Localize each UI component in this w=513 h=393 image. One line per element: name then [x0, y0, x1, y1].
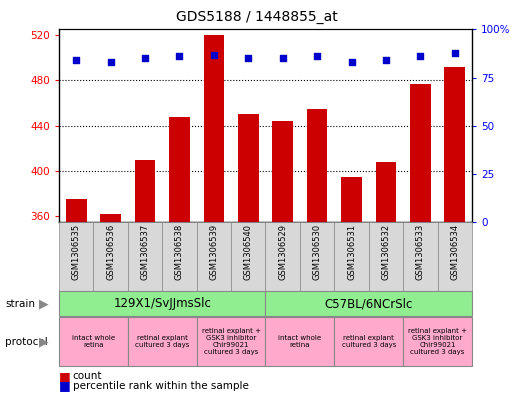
- Text: retinal explant
cultured 3 days: retinal explant cultured 3 days: [135, 335, 189, 348]
- Point: [279, 55, 287, 61]
- Bar: [410, 84, 430, 222]
- Bar: [59, 317, 128, 366]
- Bar: [59, 291, 266, 316]
- Bar: [196, 317, 266, 366]
- Text: retinal explant +
GSK3 inhibitor
Chir99021
cultured 3 days: retinal explant + GSK3 inhibitor Chir990…: [408, 328, 467, 355]
- Bar: [376, 162, 396, 222]
- Text: strain: strain: [5, 299, 35, 309]
- Bar: [169, 117, 190, 222]
- Text: percentile rank within the sample: percentile rank within the sample: [73, 381, 249, 391]
- Bar: [265, 291, 472, 316]
- Point: [450, 50, 459, 56]
- Text: GSM1306537: GSM1306537: [141, 224, 149, 280]
- Text: protocol: protocol: [5, 337, 48, 347]
- Bar: [66, 199, 87, 222]
- Bar: [341, 177, 362, 222]
- Text: ■: ■: [59, 379, 71, 393]
- Bar: [403, 317, 472, 366]
- Point: [141, 55, 149, 61]
- Bar: [334, 222, 369, 291]
- Bar: [300, 222, 334, 291]
- Text: GDS5188 / 1448855_at: GDS5188 / 1448855_at: [175, 10, 338, 24]
- Bar: [238, 114, 259, 222]
- Bar: [204, 35, 224, 222]
- Text: retinal explant +
GSK3 inhibitor
Chir99021
cultured 3 days: retinal explant + GSK3 inhibitor Chir990…: [202, 328, 261, 355]
- Bar: [128, 317, 196, 366]
- Text: 129X1/SvJJmsSlc: 129X1/SvJJmsSlc: [113, 297, 211, 310]
- Point: [313, 53, 321, 60]
- Text: GSM1306539: GSM1306539: [209, 224, 219, 280]
- Point: [347, 59, 356, 65]
- Point: [416, 53, 424, 60]
- Bar: [59, 222, 93, 291]
- Point: [72, 57, 81, 63]
- Bar: [272, 121, 293, 222]
- Text: GSM1306538: GSM1306538: [175, 224, 184, 280]
- Point: [244, 55, 252, 61]
- Bar: [403, 222, 438, 291]
- Text: GSM1306532: GSM1306532: [382, 224, 390, 280]
- Bar: [438, 222, 472, 291]
- Text: intact whole
retina: intact whole retina: [279, 335, 322, 348]
- Point: [382, 57, 390, 63]
- Text: ▶: ▶: [39, 335, 48, 348]
- Text: GSM1306529: GSM1306529: [278, 224, 287, 280]
- Bar: [231, 222, 266, 291]
- Bar: [369, 222, 403, 291]
- Bar: [135, 160, 155, 222]
- Text: C57BL/6NCrSlc: C57BL/6NCrSlc: [325, 297, 413, 310]
- Text: retinal explant
cultured 3 days: retinal explant cultured 3 days: [342, 335, 396, 348]
- Point: [210, 51, 218, 58]
- Bar: [444, 67, 465, 222]
- Bar: [100, 214, 121, 222]
- Text: count: count: [73, 371, 103, 382]
- Point: [107, 59, 115, 65]
- Text: GSM1306535: GSM1306535: [72, 224, 81, 280]
- Bar: [93, 222, 128, 291]
- Text: GSM1306531: GSM1306531: [347, 224, 356, 280]
- Bar: [196, 222, 231, 291]
- Bar: [162, 222, 196, 291]
- Text: GSM1306533: GSM1306533: [416, 224, 425, 280]
- Bar: [334, 317, 403, 366]
- Bar: [128, 222, 162, 291]
- Text: GSM1306530: GSM1306530: [312, 224, 322, 280]
- Text: ■: ■: [59, 370, 71, 383]
- Text: intact whole
retina: intact whole retina: [72, 335, 115, 348]
- Text: GSM1306534: GSM1306534: [450, 224, 459, 280]
- Text: GSM1306540: GSM1306540: [244, 224, 253, 280]
- Bar: [265, 222, 300, 291]
- Bar: [265, 317, 334, 366]
- Text: ▶: ▶: [39, 297, 48, 310]
- Bar: [307, 109, 327, 222]
- Text: GSM1306536: GSM1306536: [106, 224, 115, 280]
- Point: [175, 53, 184, 60]
